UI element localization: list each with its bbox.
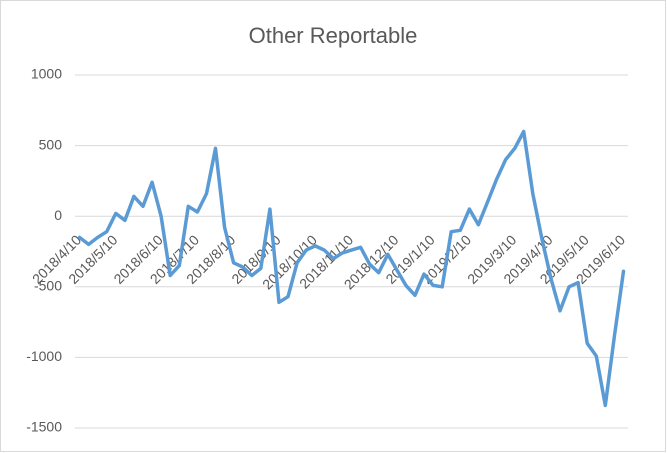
- y-tick-label: -1500: [26, 419, 62, 435]
- data-line: [77, 129, 626, 408]
- y-tick-label: 500: [39, 136, 63, 152]
- y-tick-label: -500: [34, 278, 62, 294]
- y-tick-label: 1000: [31, 66, 62, 82]
- y-tick-label: 0: [54, 207, 62, 223]
- y-tick-label: -1000: [26, 348, 62, 364]
- chart-title: Other Reportable: [249, 23, 418, 48]
